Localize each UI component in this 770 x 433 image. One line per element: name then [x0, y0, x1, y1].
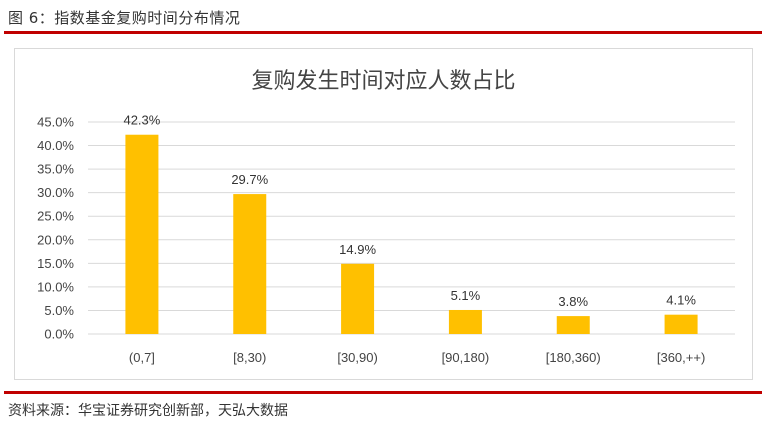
y-tick-label: 20.0%	[37, 232, 74, 247]
bar	[233, 194, 267, 334]
data-label: 42.3%	[123, 113, 160, 128]
x-tick-label: [30,90)	[337, 350, 377, 365]
y-tick-label: 5.0%	[44, 303, 74, 318]
y-tick-label: 40.0%	[37, 138, 74, 153]
x-tick-label: (0,7]	[129, 350, 155, 365]
y-tick-label: 35.0%	[37, 162, 74, 177]
source-note: 资料来源：华宝证券研究创新部，天弘大数据	[8, 403, 288, 419]
x-tick-label: [180,360)	[546, 350, 601, 365]
bar	[341, 263, 375, 334]
top-rule	[4, 31, 762, 34]
y-tick-label: 30.0%	[37, 185, 74, 200]
bar	[448, 309, 482, 334]
y-tick-label: 25.0%	[37, 209, 74, 224]
bottom-rule	[4, 391, 762, 394]
figure-caption: 图 6：指数基金复购时间分布情况	[8, 9, 241, 27]
data-label: 14.9%	[339, 242, 376, 257]
bar-chart: 0.0% 5.0% 10.0% 15.0% 20.0% 25.0% 30.0% 35.0% 40…	[37, 113, 735, 365]
chart-container: 复购发生时间对应人数占比 0.0% 5.0% 10.0% 15.0% 20.0% 25.0…	[14, 48, 753, 380]
data-label: 3.8%	[558, 294, 588, 309]
bar	[556, 316, 590, 334]
y-tick-label: 45.0%	[37, 115, 74, 130]
bar	[125, 134, 159, 334]
y-tick-label: 10.0%	[37, 279, 74, 294]
data-label: 4.1%	[666, 293, 696, 308]
x-tick-label: [8,30)	[233, 350, 266, 365]
data-label: 5.1%	[451, 288, 481, 303]
y-tick-label: 15.0%	[37, 256, 74, 271]
bar	[664, 314, 698, 334]
data-label: 29.7%	[231, 172, 268, 187]
y-tick-label: 0.0%	[44, 327, 74, 342]
x-tick-label: [360,++)	[657, 350, 705, 365]
x-tick-label: [90,180)	[442, 350, 490, 365]
chart-title: 复购发生时间对应人数占比	[251, 69, 516, 94]
